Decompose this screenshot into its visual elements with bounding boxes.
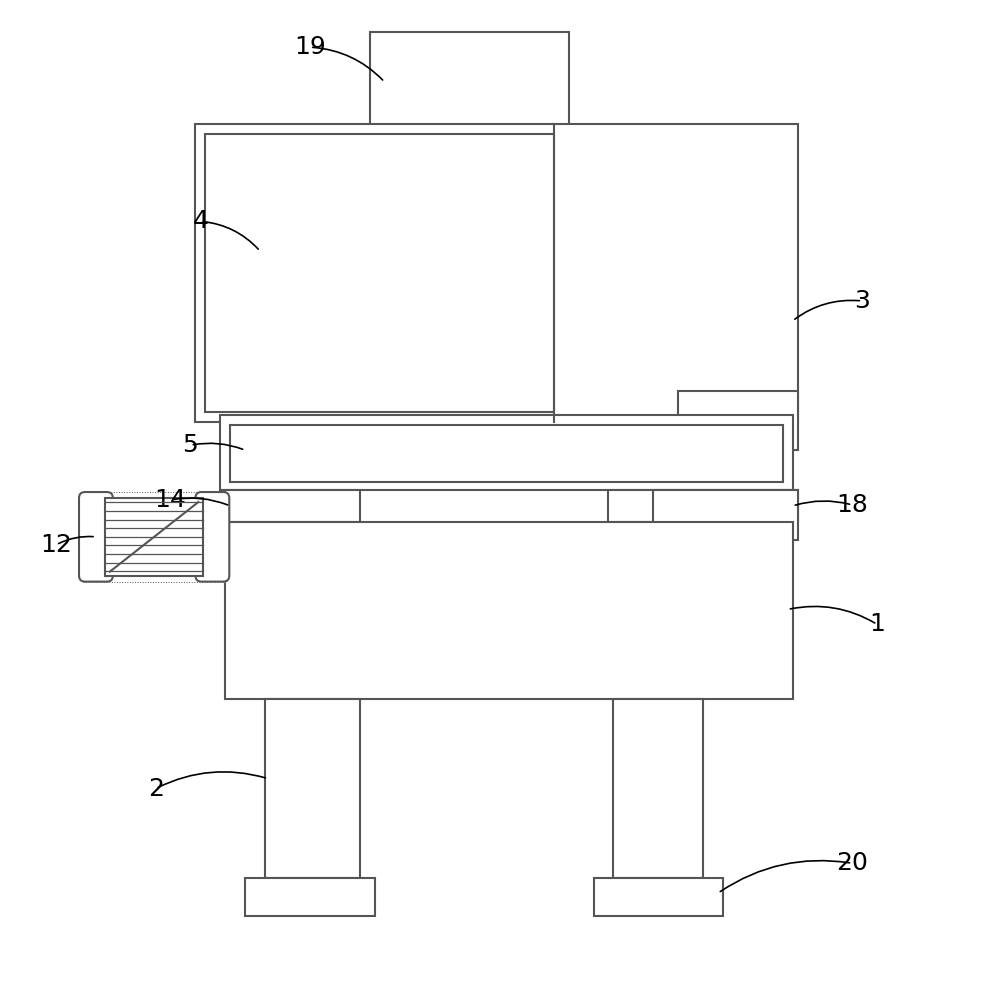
Bar — [654, 490, 797, 540]
Bar — [265, 699, 359, 878]
FancyBboxPatch shape — [79, 492, 113, 582]
Text: 4: 4 — [193, 209, 209, 233]
Bar — [226, 490, 359, 522]
Bar — [614, 699, 703, 878]
Text: 14: 14 — [155, 488, 187, 512]
Bar — [221, 415, 792, 490]
Text: 5: 5 — [183, 433, 199, 457]
Text: 2: 2 — [148, 777, 164, 801]
Bar — [206, 134, 554, 412]
Bar — [196, 124, 797, 422]
FancyBboxPatch shape — [196, 492, 230, 582]
Bar — [369, 32, 569, 130]
Text: 18: 18 — [836, 493, 868, 517]
Bar — [609, 490, 797, 522]
Bar — [594, 878, 723, 916]
Text: 12: 12 — [40, 533, 72, 557]
Text: 3: 3 — [854, 289, 870, 313]
Text: 1: 1 — [869, 612, 885, 636]
Bar — [678, 391, 797, 450]
Bar — [83, 492, 226, 582]
Text: 20: 20 — [836, 851, 868, 875]
Bar — [226, 522, 792, 699]
Text: 19: 19 — [294, 35, 325, 59]
Bar — [246, 878, 374, 916]
Bar — [105, 498, 204, 576]
Bar — [231, 425, 782, 482]
